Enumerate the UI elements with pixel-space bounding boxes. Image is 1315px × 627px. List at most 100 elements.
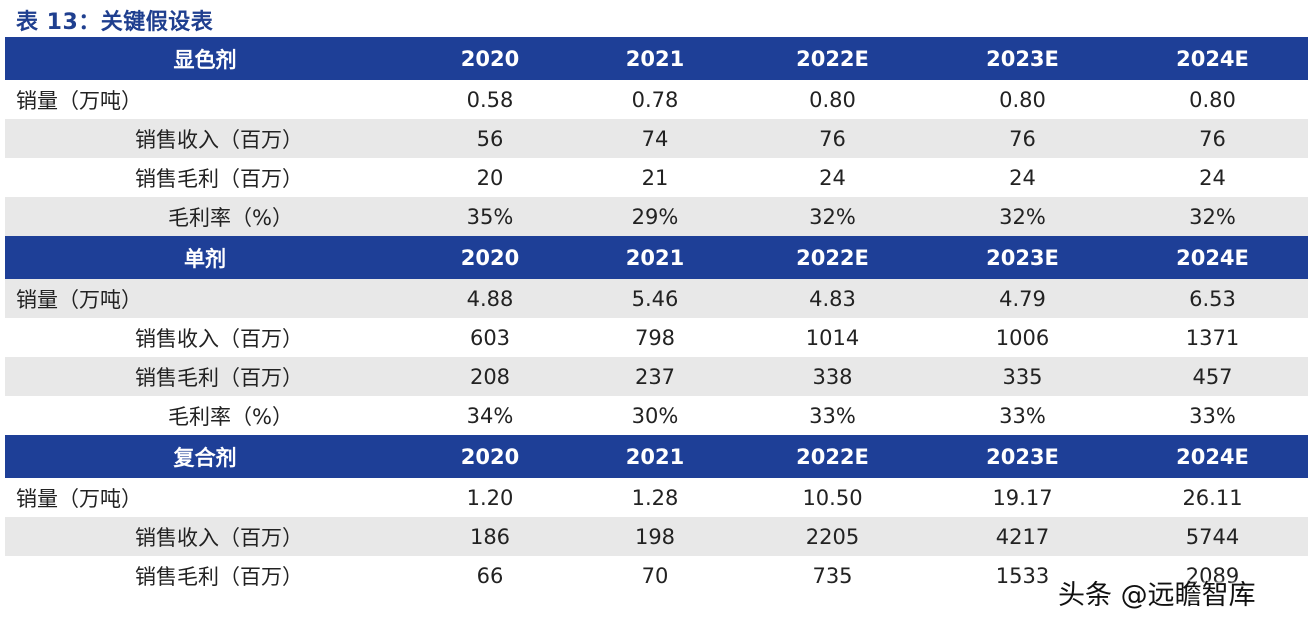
row-label: 销量（万吨） [16, 88, 142, 113]
table-cell: 26.11 [1182, 485, 1243, 510]
section-name: 显色剂 [173, 47, 237, 72]
table-cell: 66 [476, 563, 504, 588]
year-header: 2023E [986, 46, 1059, 71]
table-cell: 32% [1189, 204, 1236, 229]
watermark-text: 头条 @远瞻智库 [1058, 580, 1256, 611]
table-cell: 34% [466, 403, 514, 428]
section-name: 复合剂 [173, 445, 237, 470]
table-cell: 33% [1189, 403, 1236, 428]
table-cell: 0.80 [999, 87, 1046, 112]
table-cell: 2205 [805, 524, 860, 549]
year-header: 2022E [796, 444, 869, 469]
table-cell: 208 [469, 364, 511, 389]
table-cell: 20 [476, 165, 504, 190]
table-row: 销量（万吨） 4.88 5.46 4.83 4.79 6.53 [5, 279, 1308, 318]
row-label: 销售收入（百万） [135, 127, 303, 152]
table-cell: 457 [1192, 364, 1233, 389]
table-cell: 1533 [995, 563, 1050, 588]
row-label: 销量（万吨） [16, 486, 142, 511]
table-cell: 237 [634, 364, 676, 389]
section-header-row: 复合剂 2020 2021 2022E 2023E 2024E [5, 435, 1308, 478]
table-cell: 5744 [1185, 524, 1240, 549]
year-header: 2021 [625, 444, 685, 469]
table-row: 销售收入（百万） 186 198 2205 4217 5744 [5, 517, 1308, 556]
table-cell: 29% [631, 204, 679, 229]
table-row: 销量（万吨） 0.58 0.78 0.80 0.80 0.80 [5, 80, 1308, 119]
table-cell: 76 [1009, 126, 1036, 151]
year-header: 2021 [625, 46, 685, 71]
section-header-row: 单剂 2020 2021 2022E 2023E 2024E [5, 236, 1308, 279]
year-header: 2022E [796, 245, 869, 270]
year-header: 2024E [1176, 444, 1249, 469]
table-cell: 1.28 [631, 485, 679, 510]
table-cell: 5.46 [631, 286, 679, 311]
year-header: 2024E [1176, 46, 1249, 71]
table-cell: 735 [812, 563, 853, 588]
table-cell: 4.79 [999, 286, 1046, 311]
year-header: 2024E [1176, 245, 1249, 270]
table-cell: 0.58 [466, 87, 514, 112]
table-title: 表 13：关键假设表 [16, 10, 214, 35]
year-header: 2020 [460, 245, 520, 270]
table-cell: 24 [1199, 165, 1226, 190]
table-cell: 1.20 [466, 485, 514, 510]
table-cell: 0.80 [809, 87, 856, 112]
row-label: 销量（万吨） [16, 287, 142, 312]
row-label: 销售毛利（百万） [135, 166, 303, 191]
table-row: 销售毛利（百万） 208 237 338 335 457 [5, 357, 1308, 396]
row-label: 毛利率（%） [168, 404, 293, 429]
table-cell: 1006 [995, 325, 1050, 350]
table-cell: 76 [1199, 126, 1226, 151]
table-cell: 56 [476, 126, 504, 151]
table-cell: 74 [641, 126, 669, 151]
year-header: 2021 [625, 245, 685, 270]
table-cell: 33% [809, 403, 856, 428]
table-cell: 33% [999, 403, 1046, 428]
section-name: 单剂 [184, 246, 226, 271]
row-label: 毛利率（%） [168, 205, 293, 230]
table-cell: 603 [469, 325, 511, 350]
year-header: 2022E [796, 46, 869, 71]
table-cell: 4.88 [466, 286, 514, 311]
table-cell: 19.17 [992, 485, 1053, 510]
table-cell: 4217 [995, 524, 1050, 549]
table-row: 销售收入（百万） 56 74 76 76 76 [5, 119, 1308, 158]
year-header: 2023E [986, 245, 1059, 270]
table-cell: 4.83 [809, 286, 856, 311]
table-row: 销售毛利（百万） 66 70 735 1533 2089 [5, 556, 1308, 595]
table-cell: 35% [466, 204, 514, 229]
table-cell: 10.50 [802, 485, 863, 510]
row-label: 销售毛利（百万） [135, 365, 303, 390]
row-label: 销售毛利（百万） [135, 564, 303, 589]
section-header-row: 显色剂 2020 2021 2022E 2023E 2024E [5, 37, 1308, 80]
table-cell: 30% [631, 403, 679, 428]
table-cell: 186 [469, 524, 511, 549]
table-cell: 21 [641, 165, 669, 190]
table-cell: 70 [641, 563, 669, 588]
table-cell: 6.53 [1189, 286, 1236, 311]
table-cell: 76 [819, 126, 846, 151]
table-row: 销售收入（百万） 603 798 1014 1006 1371 [5, 318, 1308, 357]
row-label: 销售收入（百万） [135, 525, 303, 550]
table-cell: 32% [999, 204, 1046, 229]
table-cell: 1371 [1185, 325, 1240, 350]
key-assumptions-table: 显色剂 2020 2021 2022E 2023E 2024E 销量（万吨） 0… [5, 37, 1308, 595]
table-cell: 798 [634, 325, 676, 350]
table-cell: 0.80 [1189, 87, 1236, 112]
year-header: 2023E [986, 444, 1059, 469]
row-label: 销售收入（百万） [135, 326, 303, 351]
table-row: 毛利率（%） 35% 29% 32% 32% 32% [5, 197, 1308, 236]
table-cell: 335 [1002, 364, 1043, 389]
table-cell: 0.78 [631, 87, 679, 112]
year-header: 2020 [460, 46, 520, 71]
table-cell: 1014 [805, 325, 860, 350]
table-row: 毛利率（%） 34% 30% 33% 33% 33% [5, 396, 1308, 435]
table-cell: 198 [634, 524, 676, 549]
table-cell: 32% [809, 204, 856, 229]
table-cell: 24 [1009, 165, 1036, 190]
table-row: 销量（万吨） 1.20 1.28 10.50 19.17 26.11 [5, 478, 1308, 517]
table-cell: 338 [812, 364, 853, 389]
table-cell: 24 [819, 165, 846, 190]
table-row: 销售毛利（百万） 20 21 24 24 24 [5, 158, 1308, 197]
year-header: 2020 [460, 444, 520, 469]
